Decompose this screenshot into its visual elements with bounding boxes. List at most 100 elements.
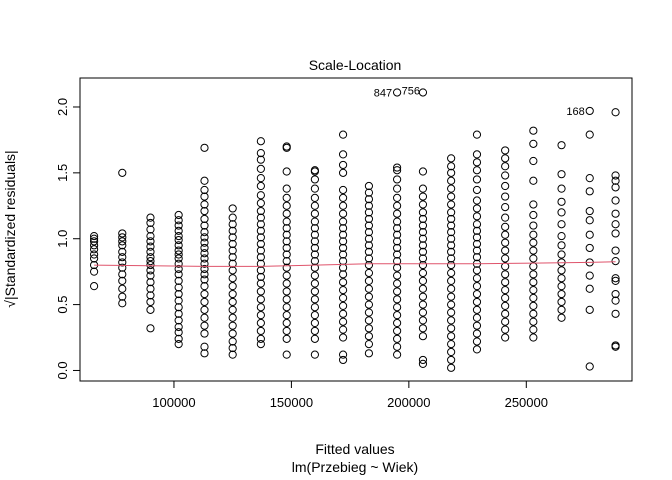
data-point	[447, 208, 456, 217]
data-point	[418, 254, 428, 263]
data-point	[364, 292, 374, 301]
data-point	[447, 241, 456, 250]
data-point	[418, 332, 428, 341]
data-point	[472, 239, 482, 249]
y-tick-label: 0.0	[55, 361, 70, 379]
data-point	[472, 266, 482, 275]
data-point	[338, 286, 348, 295]
data-point	[418, 300, 428, 309]
data-point	[472, 274, 482, 283]
data-point	[200, 259, 209, 268]
data-point	[364, 254, 374, 263]
data-point	[393, 295, 402, 304]
data-point	[338, 217, 348, 226]
data-point	[256, 213, 265, 222]
data-point	[501, 270, 510, 279]
data-point	[282, 184, 291, 193]
data-point	[364, 228, 374, 237]
y-axis-title: √|Standardized residuals|	[2, 150, 18, 307]
data-point	[338, 168, 348, 177]
data-point	[393, 201, 402, 210]
data-point	[338, 309, 348, 318]
data-point	[310, 224, 319, 233]
data-point	[200, 214, 209, 224]
data-point	[174, 340, 183, 349]
data-point	[501, 181, 510, 191]
data-point	[256, 164, 265, 173]
data-point	[282, 217, 291, 226]
data-point	[310, 175, 319, 184]
data-point	[418, 324, 428, 333]
data-point	[447, 168, 456, 177]
data-point	[282, 142, 291, 151]
data-point	[447, 276, 456, 285]
data-point	[472, 158, 482, 167]
data-point	[585, 216, 594, 225]
data-point	[529, 246, 538, 255]
data-point	[585, 206, 594, 216]
point-label: 756	[402, 85, 420, 97]
data-point	[282, 303, 291, 312]
data-point	[557, 250, 566, 259]
data-point	[611, 276, 620, 285]
data-point	[501, 317, 510, 326]
data-point	[310, 334, 319, 343]
data-point	[228, 343, 237, 353]
data-point	[447, 221, 456, 230]
data-point	[200, 176, 209, 185]
data-point	[228, 220, 237, 229]
data-point	[200, 249, 209, 258]
data-point	[393, 279, 402, 288]
data-point	[501, 154, 510, 163]
data-point	[228, 253, 237, 262]
data-point	[256, 246, 265, 255]
data-point	[282, 263, 291, 272]
data-point	[146, 278, 155, 287]
data-point	[529, 286, 538, 295]
data-point	[585, 305, 594, 314]
data-point	[89, 231, 99, 241]
data-point	[393, 311, 402, 320]
data-point	[472, 253, 482, 262]
data-point	[418, 247, 428, 256]
data-point	[447, 260, 456, 270]
data-point	[585, 230, 594, 239]
data-point	[501, 171, 510, 180]
data-point	[529, 221, 538, 230]
data-point	[200, 185, 209, 195]
data-point	[472, 130, 482, 139]
data-point	[338, 237, 348, 246]
data-point	[338, 270, 348, 279]
data-point	[472, 305, 482, 314]
data-point	[146, 291, 155, 300]
data-point	[256, 220, 265, 229]
data-point	[393, 342, 402, 351]
data-point	[472, 337, 482, 346]
data-point	[447, 292, 456, 301]
data-point	[611, 309, 620, 318]
data-point	[611, 183, 620, 192]
data-point	[200, 233, 209, 242]
data-point	[174, 276, 183, 285]
data-point	[364, 316, 374, 325]
data-point	[282, 318, 291, 328]
data-point	[282, 257, 291, 266]
data-point	[118, 276, 127, 285]
data-point	[447, 316, 456, 325]
data-point	[256, 253, 265, 262]
point-labels: 847 756 168	[374, 85, 585, 117]
data-point	[557, 289, 566, 299]
data-point	[174, 296, 183, 305]
data-point	[282, 237, 291, 246]
data-point	[256, 326, 265, 336]
data-point	[174, 216, 183, 225]
data-point	[338, 278, 348, 287]
data-point	[529, 156, 538, 166]
data-point	[557, 266, 566, 275]
data-point	[393, 271, 402, 280]
y-tick-label: 1.0	[55, 230, 70, 248]
x-tick-label: 200000	[387, 395, 430, 410]
data-point	[338, 185, 348, 195]
data-point	[447, 332, 456, 341]
data-point	[118, 299, 127, 308]
